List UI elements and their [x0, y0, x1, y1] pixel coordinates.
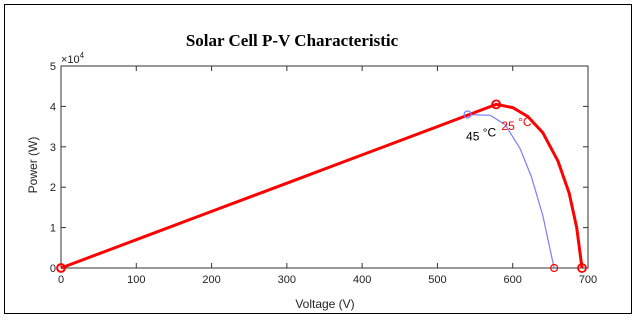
- x-tick-label: 300: [278, 274, 296, 286]
- x-tick-label: 500: [428, 274, 446, 286]
- y-tick-label: 4: [50, 101, 56, 113]
- mpp-marker-0: [463, 110, 472, 119]
- markers: [56, 99, 587, 273]
- y-tick-label: 5: [50, 61, 56, 73]
- series-line-1: [60, 102, 584, 270]
- y-multiplier: ×10: [61, 54, 80, 66]
- x-tick-label: 400: [353, 274, 371, 286]
- x-tick-label: 200: [202, 274, 220, 286]
- x-tick-label: 100: [127, 274, 145, 286]
- x-axis-label: Voltage (V): [295, 297, 354, 311]
- temp-unit: °C: [518, 115, 532, 129]
- temp-annotation-0: 45 °C: [466, 126, 496, 144]
- voc-marker-1: [577, 263, 587, 273]
- plot-box: [60, 65, 589, 269]
- temp-value: 25: [501, 119, 518, 133]
- origin-marker-1: [56, 263, 66, 273]
- mpp-marker-1: [491, 99, 502, 110]
- y-tick-label: 3: [50, 142, 56, 154]
- y-tick-label: 1: [50, 223, 56, 235]
- y-axis-label: Power (W): [26, 137, 40, 194]
- y-tick-label: 2: [50, 182, 56, 194]
- temp-value: 45: [466, 130, 483, 144]
- chart-title: Solar Cell P-V Characteristic: [186, 31, 399, 50]
- x-tick-label: 600: [504, 274, 522, 286]
- y-exponent: 4: [80, 51, 85, 60]
- figure-frame: Solar Cell P-V Characteristic 0 100 200 300…: [4, 4, 632, 314]
- temp-unit: °C: [483, 126, 497, 140]
- temp-annotation-1: 25 °C: [501, 115, 531, 133]
- pv-chart: Solar Cell P-V Characteristic 0 100 200 300…: [26, 31, 597, 311]
- curves: [60, 102, 584, 270]
- x-tick-label: 700: [579, 274, 597, 286]
- voc-marker-0: [550, 263, 559, 273]
- y-exponent-label: ×104: [61, 51, 85, 66]
- y-tick-label: 0: [50, 263, 56, 275]
- annotations: 45 °C 25 °C: [466, 115, 532, 144]
- x-tick-label: 0: [58, 274, 64, 286]
